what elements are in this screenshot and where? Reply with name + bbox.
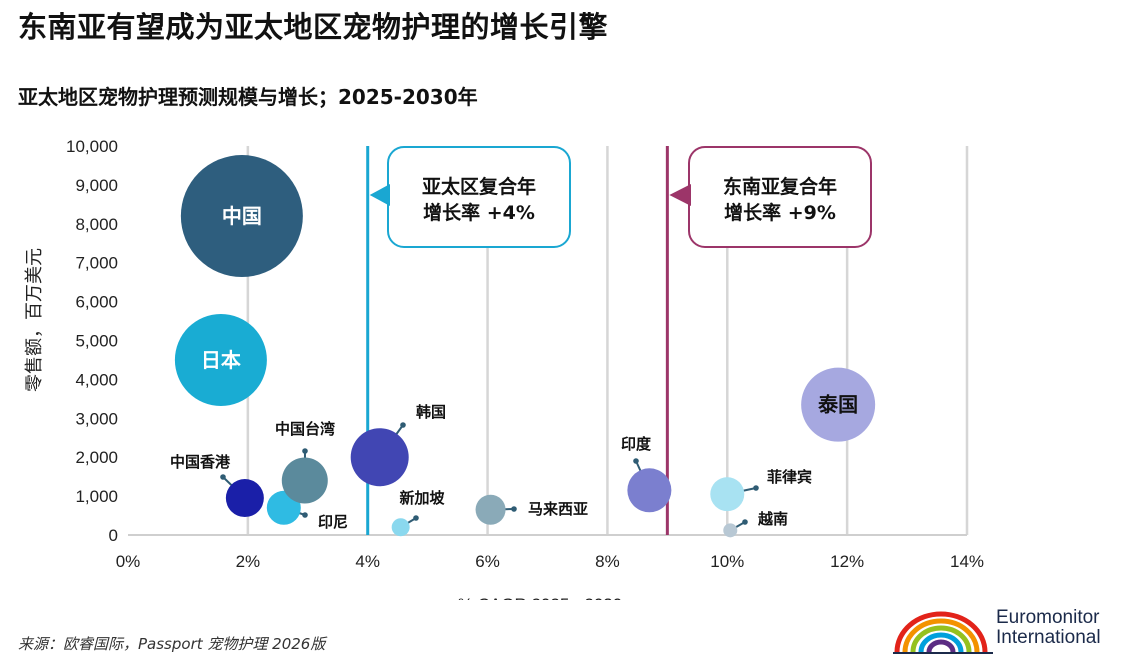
bubble-leader-dot xyxy=(511,506,517,512)
chart-subtitle: 亚太地区宠物护理预测规模与增长；2025-2030年 xyxy=(18,85,478,109)
bubble-12 xyxy=(801,367,876,442)
bubble-label: 越南 xyxy=(757,510,788,528)
bubble-leader-dot xyxy=(742,519,748,525)
bubble-label: 马来西亚 xyxy=(528,500,588,518)
x-tick-label: 12% xyxy=(830,552,864,571)
bubble-label: 中国香港 xyxy=(170,453,231,471)
y-tick-label: 5,000 xyxy=(75,332,118,351)
y-tick-label: 8,000 xyxy=(75,215,118,234)
reference-label-line1: 亚太区复合年 xyxy=(422,175,536,198)
y-tick-label: 1,000 xyxy=(75,487,118,506)
x-tick-label: 8% xyxy=(595,552,620,571)
x-tick-label: 2% xyxy=(236,552,261,571)
x-axis-title: % CAGR 2025 - 2030 xyxy=(458,595,622,600)
reference-label-line2: 增长率 +9% xyxy=(724,201,836,224)
euromonitor-logo: Euromonitor International xyxy=(893,606,1123,656)
y-tick-label: 10,000 xyxy=(66,137,118,156)
bubble-8 xyxy=(475,494,506,525)
reference-label-line1: 东南亚复合年 xyxy=(723,175,837,198)
bubble-label: 泰国 xyxy=(817,393,858,417)
bubble-7 xyxy=(391,518,410,537)
bubble-leader-dot xyxy=(400,422,406,428)
x-tick-label: 0% xyxy=(116,552,141,571)
logo-arcs-icon xyxy=(893,611,993,654)
reference-pointer xyxy=(369,184,390,206)
bubble-leader-dot xyxy=(302,448,308,454)
page-title: 东南亚有望成为亚太地区宠物护理的增长引擎 xyxy=(18,10,609,44)
y-axis-title: 零售额，百万美元 xyxy=(24,248,45,392)
bubble-label: 印度 xyxy=(621,435,652,453)
bubble-leader-dot xyxy=(633,458,639,464)
bubble-leader-dot xyxy=(220,474,226,480)
bubble-1 xyxy=(180,155,303,278)
bubble-label: 中国台湾 xyxy=(275,420,335,438)
y-tick-label: 4,000 xyxy=(75,370,118,389)
y-tick-label: 6,000 xyxy=(75,293,118,312)
bubble-9 xyxy=(627,468,672,513)
x-tick-label: 4% xyxy=(355,552,380,571)
bubble-6 xyxy=(350,428,409,487)
reference-pointer xyxy=(669,184,691,206)
bubble-label: 新加坡 xyxy=(399,489,444,507)
x-tick-label: 10% xyxy=(710,552,744,571)
bubble-label: 中国 xyxy=(222,204,262,228)
bubble-label: 韩国 xyxy=(416,403,446,421)
bubble-leader-dot xyxy=(753,485,759,491)
x-tick-label: 14% xyxy=(950,552,984,571)
bubble-11 xyxy=(723,523,738,538)
y-tick-label: 9,000 xyxy=(75,176,118,195)
bubble-chart: 0 1,000 2,000 3,000 4,000 5,000 6,000 7,000 8,00… xyxy=(24,137,984,600)
bubble-label: 菲律宾 xyxy=(767,468,812,486)
y-tick-label: 0 xyxy=(109,526,118,545)
y-tick-label: 2,000 xyxy=(75,448,118,467)
bubble-label: 日本 xyxy=(201,348,241,372)
y-tick-label: 7,000 xyxy=(75,254,118,273)
logo-tagline: International xyxy=(996,627,1101,648)
x-tick-label: 6% xyxy=(475,552,500,571)
bubble-10 xyxy=(710,477,745,512)
source-note: 来源：欧睿国际，Passport 宠物护理 2026版 xyxy=(18,635,326,653)
reference-label-line2: 增长率 +4% xyxy=(423,201,535,224)
logo-name: Euromonitor xyxy=(996,607,1100,628)
bubble-leader-dot xyxy=(302,512,308,518)
bubble-2 xyxy=(174,313,267,406)
bubble-leader-dot xyxy=(413,515,419,521)
bubble-3 xyxy=(225,479,264,518)
y-tick-label: 3,000 xyxy=(75,409,118,428)
bubble-5 xyxy=(281,457,328,504)
bubble-label: 印尼 xyxy=(318,513,348,531)
